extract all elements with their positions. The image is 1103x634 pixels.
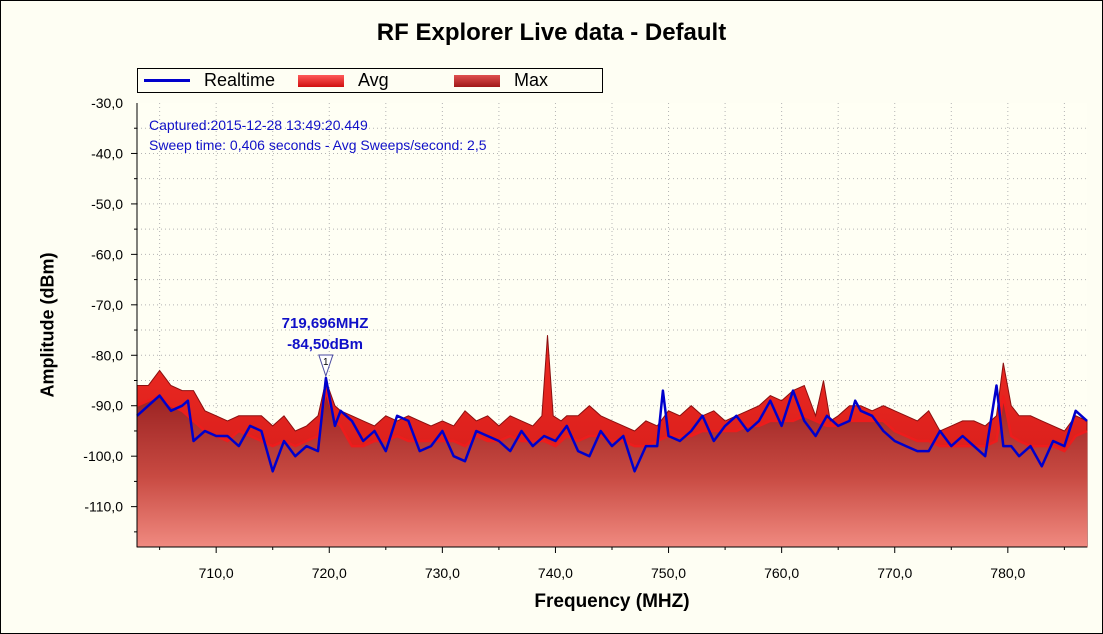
marker-amplitude: -84,50dBm [287, 336, 363, 353]
marker-frequency: 719,696MHZ [281, 315, 369, 332]
y-tick-label: -70,0 [91, 297, 123, 313]
sweep-info: Sweep time: 0,406 seconds - Avg Sweeps/s… [149, 137, 487, 153]
y-tick-label: -40,0 [91, 145, 123, 161]
y-axis-title: Amplitude (dBm) [37, 252, 58, 398]
series-layer [136, 335, 1088, 548]
legend-item-avg: Avg [298, 69, 389, 92]
marker-triangle-icon [318, 354, 334, 378]
captured-timestamp: Captured:2015-12-28 13:49:20.449 [149, 117, 368, 133]
y-tick-label: -110,0 [84, 499, 123, 515]
y-tick-label: -90,0 [91, 398, 123, 414]
y-tick-label: -100,0 [83, 448, 123, 464]
y-tick-label: -60,0 [91, 246, 123, 262]
x-axis-title: Frequency (MHZ) [534, 591, 690, 612]
series-realtime-line [136, 376, 1088, 473]
x-tick-label: 780,0 [990, 565, 1025, 581]
marker-id: 1 [323, 357, 329, 368]
chart-title: RF Explorer Live data - Default [376, 19, 727, 46]
legend-label-realtime: Realtime [204, 70, 276, 90]
legend-item-max: Max [454, 69, 548, 92]
x-tick-label: 760,0 [764, 565, 799, 581]
x-tick-label: 720,0 [312, 565, 347, 581]
legend-swatch-realtime [144, 79, 190, 82]
legend-swatch-avg [298, 74, 344, 87]
x-tick-label: 740,0 [538, 565, 573, 581]
x-tick-label: 730,0 [425, 565, 460, 581]
x-tick-label: 710,0 [199, 565, 234, 581]
y-tick-label: -30,0 [91, 95, 123, 111]
marker-label: 719,696MHZ -84,50dBm [265, 313, 385, 355]
legend-swatch-max [454, 74, 500, 87]
series-avg-line [136, 390, 1088, 453]
legend: Realtime Avg Max [137, 68, 603, 93]
capture-info: Captured:2015-12-28 13:49:20.449 Sweep t… [149, 115, 487, 155]
axes: -110,0 -100,0 -90,0 -80,0 -70,0 -60,0 -50,0 -40… [83, 95, 1087, 581]
y-tick-label: -50,0 [91, 196, 123, 212]
legend-label-max: Max [514, 70, 549, 90]
marker: 1 [318, 354, 334, 378]
y-tick-label: -80,0 [91, 347, 123, 363]
x-tick-label: 750,0 [651, 565, 686, 581]
series-avg-area [137, 390, 1087, 547]
x-tick-label: 770,0 [877, 565, 912, 581]
legend-item-realtime: Realtime [144, 69, 275, 92]
legend-label-avg: Avg [358, 70, 389, 90]
